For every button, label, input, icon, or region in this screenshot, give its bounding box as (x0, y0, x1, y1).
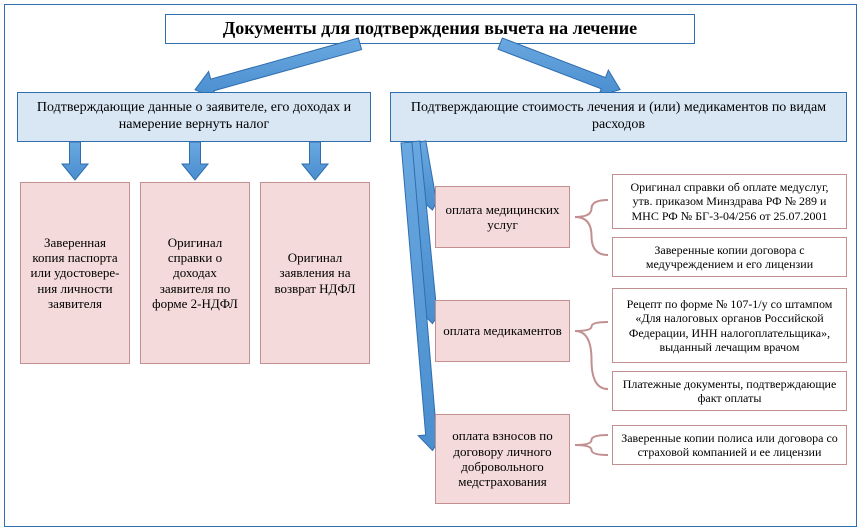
left-header-box: Подтверждающие данные о заявителе, его д… (17, 92, 371, 142)
side-item-5: Заверенные копии полиса или договора со … (612, 425, 847, 465)
left-item-1: Заверенная копия паспорта или удостовере… (20, 182, 130, 364)
side-item-4-text: Платежные документы, подтверждающие факт… (619, 377, 840, 405)
arrow-left-3 (300, 140, 330, 182)
right-item-1-text: оплата медицинских услуг (442, 202, 563, 233)
arrow-left-2 (180, 140, 210, 182)
right-item-1: оплата медицинских услуг (435, 186, 570, 248)
left-item-1-text: Заверенная копия паспорта или удостовере… (27, 235, 123, 312)
side-item-4: Платежные документы, подтверждающие факт… (612, 371, 847, 411)
right-item-2-text: оплата медикаментов (443, 323, 562, 338)
right-item-3: оплата взносов по договору личного добро… (435, 414, 570, 504)
arrow-title-right (496, 36, 622, 98)
side-item-3: Рецепт по форме № 107-1/у со штампом «Дл… (612, 288, 847, 363)
brace-1 (573, 196, 612, 259)
side-item-1: Оригинал справки об оплате медуслуг, утв… (612, 174, 847, 229)
side-item-3-text: Рецепт по форме № 107-1/у со штампом «Дл… (619, 297, 840, 354)
right-header-box: Подтверждающие стоимость лечения и (или)… (390, 92, 847, 142)
side-item-5-text: Заверенные копии полиса или договора со … (619, 431, 840, 459)
arrow-title-left (193, 36, 364, 100)
left-header-text: Подтверждающие данные о заявителе, его д… (24, 100, 364, 133)
left-item-3-text: Оригинал заявления на возврат НДФЛ (267, 250, 363, 296)
left-item-2-text: Оригинал справки о доходах заявителя по … (147, 235, 243, 312)
arrow-left-1 (60, 140, 90, 182)
side-item-2: Заверенные копии договора с медучреждени… (612, 237, 847, 277)
left-item-3: Оригинал заявления на возврат НДФЛ (260, 182, 370, 364)
right-item-2: оплата медикаментов (435, 300, 570, 362)
brace-3 (573, 431, 612, 459)
side-item-2-text: Заверенные копии договора с медучреждени… (619, 243, 840, 271)
right-header-text: Подтверждающие стоимость лечения и (или)… (397, 100, 840, 133)
right-item-3-text: оплата взносов по договору личного добро… (442, 428, 563, 489)
left-item-2: Оригинал справки о доходах заявителя по … (140, 182, 250, 364)
brace-2 (573, 318, 612, 393)
side-item-1-text: Оригинал справки об оплате медуслуг, утв… (619, 180, 840, 222)
